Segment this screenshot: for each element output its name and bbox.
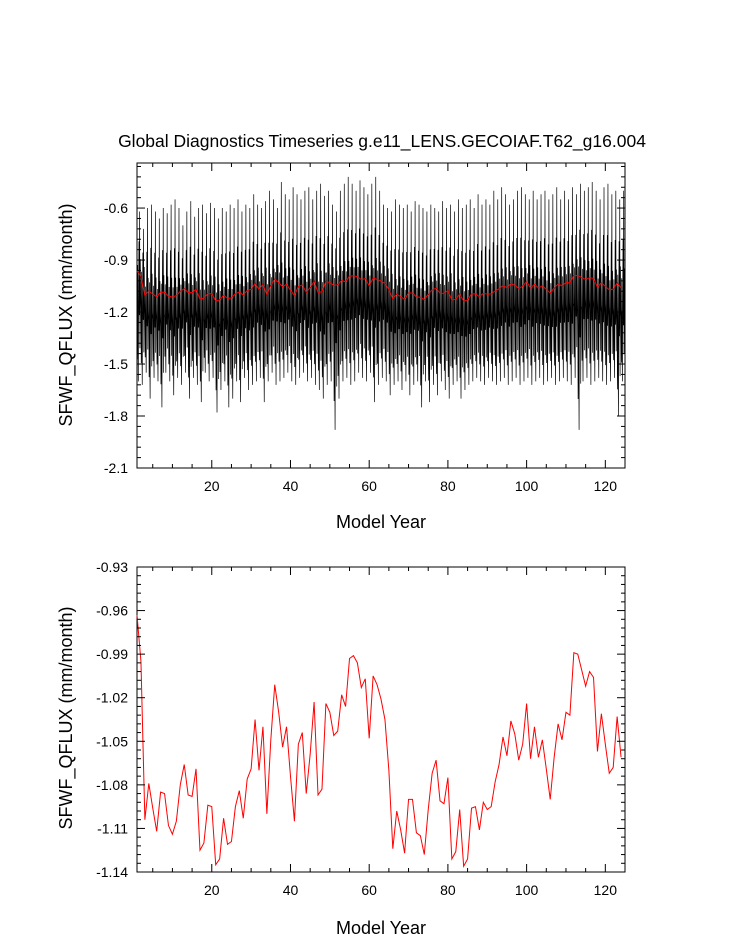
bottom-x-tick-label: 60: [361, 882, 377, 898]
bottom-annual-series-line: [136, 614, 622, 868]
bottom-panel: 20 40 60 80 100 120 -1.14 -1.11 -1.08 -1.05 -1.02 -…: [56, 559, 626, 938]
top-y-tick-label: -2.1: [104, 460, 128, 476]
bottom-y-tick-label: -0.96: [96, 603, 128, 619]
top-x-tick-label: 40: [283, 478, 299, 494]
top-y-tick-label: -0.6: [104, 200, 128, 216]
bottom-plot-frame: [136, 566, 626, 873]
bottom-x-tick-label: 20: [204, 882, 220, 898]
bottom-y-tick-label: -1.14: [96, 864, 128, 880]
top-x-axis-title: Model Year: [336, 512, 426, 532]
bottom-y-tick-label: -1.08: [96, 777, 128, 793]
bottom-y-tick-label: -0.99: [96, 646, 128, 662]
top-x-tick-label: 60: [361, 478, 377, 494]
top-monthly-series-line: [136, 176, 626, 430]
top-x-tick-label: 120: [594, 478, 618, 494]
top-x-tick-label: 100: [515, 478, 539, 494]
top-x-tick-label: 80: [440, 478, 456, 494]
top-panel: 20 40 60 80 100 120 -2.1 -1.8 -1.5 -1.2 -0.9 -0.6 M…: [56, 162, 626, 532]
bottom-series-layer: [136, 614, 622, 868]
bottom-x-tick-label: 80: [440, 882, 456, 898]
top-y-tick-label: -1.2: [104, 304, 128, 320]
bottom-y-tick-label: -0.93: [96, 559, 128, 575]
bottom-tick-layer: 20 40 60 80 100 120 -1.14 -1.11 -1.08 -1.05 -1.02 -…: [96, 559, 625, 898]
bottom-y-tick-label: -1.02: [96, 690, 128, 706]
top-annual-series-line: [136, 270, 622, 302]
bottom-y-tick-label: -1.05: [96, 733, 128, 749]
top-series-layer: [136, 176, 626, 430]
top-y-tick-label: -0.9: [104, 252, 128, 268]
bottom-x-tick-label: 120: [594, 882, 618, 898]
bottom-y-axis-title: SFWF_QFLUX (mm/month): [56, 606, 77, 829]
bottom-x-tick-label: 100: [515, 882, 539, 898]
top-y-axis-title: SFWF_QFLUX (mm/month): [56, 203, 77, 426]
chart-title: Global Diagnostics Timeseries g.e11_LENS…: [118, 131, 646, 152]
top-y-tick-label: -1.5: [104, 356, 128, 372]
top-tick-layer: 20 40 60 80 100 120 -2.1 -1.8 -1.5 -1.2 -0.9 -0.6: [104, 163, 625, 494]
top-y-tick-label: -1.8: [104, 408, 128, 424]
bottom-y-tick-label: -1.11: [97, 820, 128, 836]
top-x-tick-label: 20: [204, 478, 220, 494]
bottom-x-axis-title: Model Year: [336, 918, 426, 938]
bottom-x-tick-label: 40: [283, 882, 299, 898]
